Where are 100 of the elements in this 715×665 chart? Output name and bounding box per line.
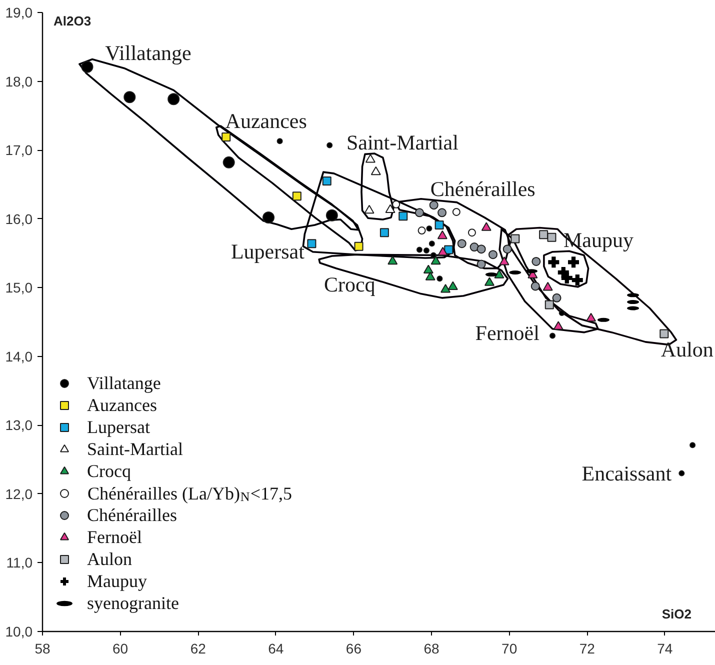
y-tick-label: 16,0 (5, 210, 33, 227)
point (418, 226, 426, 235)
point (436, 276, 443, 282)
y-tick-label: 12,0 (5, 486, 33, 502)
point (430, 256, 441, 265)
x-tick-label: 66 (346, 640, 362, 656)
legend-label: Maupuy (87, 570, 147, 592)
point (398, 212, 408, 221)
point (550, 332, 556, 339)
x-tick-label: 60 (112, 640, 128, 656)
legend-label: Auzances (87, 394, 157, 416)
point (416, 246, 422, 253)
point (222, 156, 235, 168)
point (561, 272, 572, 284)
annotation: Encaissant (582, 461, 672, 486)
point (452, 208, 460, 216)
point (502, 244, 512, 254)
y-tick-label: 17,0 (5, 142, 33, 158)
point (586, 312, 596, 322)
point (548, 256, 560, 268)
point (468, 228, 476, 237)
point (448, 281, 458, 290)
x-tick-label: 74 (657, 640, 673, 656)
point (168, 93, 180, 106)
point (499, 256, 510, 266)
point (392, 200, 400, 208)
point (423, 247, 430, 254)
y-tick-label: 13,0 (5, 417, 33, 434)
point (124, 91, 136, 104)
point (222, 132, 231, 142)
point (438, 246, 448, 256)
y-tick-label: 14,0 (5, 348, 33, 364)
point (414, 208, 424, 218)
annotation: Chénérailles (430, 177, 536, 202)
point (262, 211, 275, 224)
x-tick-label: 58 (34, 640, 50, 656)
point (276, 138, 283, 144)
point (326, 209, 338, 222)
point (354, 242, 364, 251)
y-tick-label: 15,0 (5, 280, 33, 296)
point (558, 310, 565, 316)
point (544, 300, 554, 310)
point (438, 208, 447, 218)
point (364, 204, 374, 214)
point (530, 282, 540, 291)
legend-label: Saint-Martial (87, 438, 183, 460)
point (430, 252, 436, 258)
legend-label: Lupersat (87, 416, 150, 438)
point (365, 154, 376, 163)
point (385, 204, 396, 213)
point (440, 284, 451, 293)
point (428, 240, 435, 247)
annotation: Lupersat (230, 240, 305, 264)
y-tick-label: 11,0 (6, 554, 33, 571)
x-axis-title: SiO2 (662, 606, 692, 622)
point (568, 256, 580, 268)
point (572, 274, 583, 286)
annotation: Fernoël (475, 320, 540, 345)
point (553, 321, 564, 330)
legend-label: Crocq (87, 460, 131, 482)
point (532, 256, 541, 266)
point (434, 220, 444, 230)
point (542, 282, 553, 291)
point (678, 470, 685, 476)
point (552, 293, 562, 302)
x-tick-label: 70 (502, 640, 518, 656)
point (292, 192, 302, 201)
legend-label: syenogranite (87, 592, 179, 614)
legend-label: Villatange (87, 372, 161, 394)
legend-label: Fernoël (87, 526, 142, 548)
point (494, 270, 504, 278)
point (488, 250, 498, 260)
point (81, 60, 94, 73)
x-tick-label: 62 (190, 640, 206, 656)
legend-label: Aulon (87, 548, 132, 570)
point (476, 260, 486, 269)
annotation: Aulon (660, 338, 714, 362)
y-tick-label: 19,0 (5, 4, 33, 20)
y-tick-label: 10,0 (5, 624, 33, 640)
y-axis-title: Al2O3 (54, 14, 92, 28)
point (457, 239, 466, 248)
point (484, 277, 494, 286)
annotation: Villatange (105, 40, 192, 65)
legend-label: Chénérailles (87, 504, 177, 526)
point (326, 142, 333, 148)
point (322, 176, 332, 186)
y-tick-label: 18,0 (5, 73, 33, 90)
annotation: Saint-Martial (346, 130, 459, 155)
point (470, 242, 479, 252)
point (370, 166, 381, 176)
legend-label: Chénérailles (La/Yb)N<17,5 (88, 484, 292, 504)
point (307, 239, 316, 248)
point (547, 232, 556, 242)
point (380, 228, 389, 238)
x-tick-label: 72 (579, 640, 596, 656)
point (388, 256, 398, 265)
point (425, 272, 436, 280)
point (476, 244, 486, 254)
point (437, 230, 448, 240)
annotation: Auzances (225, 108, 307, 133)
